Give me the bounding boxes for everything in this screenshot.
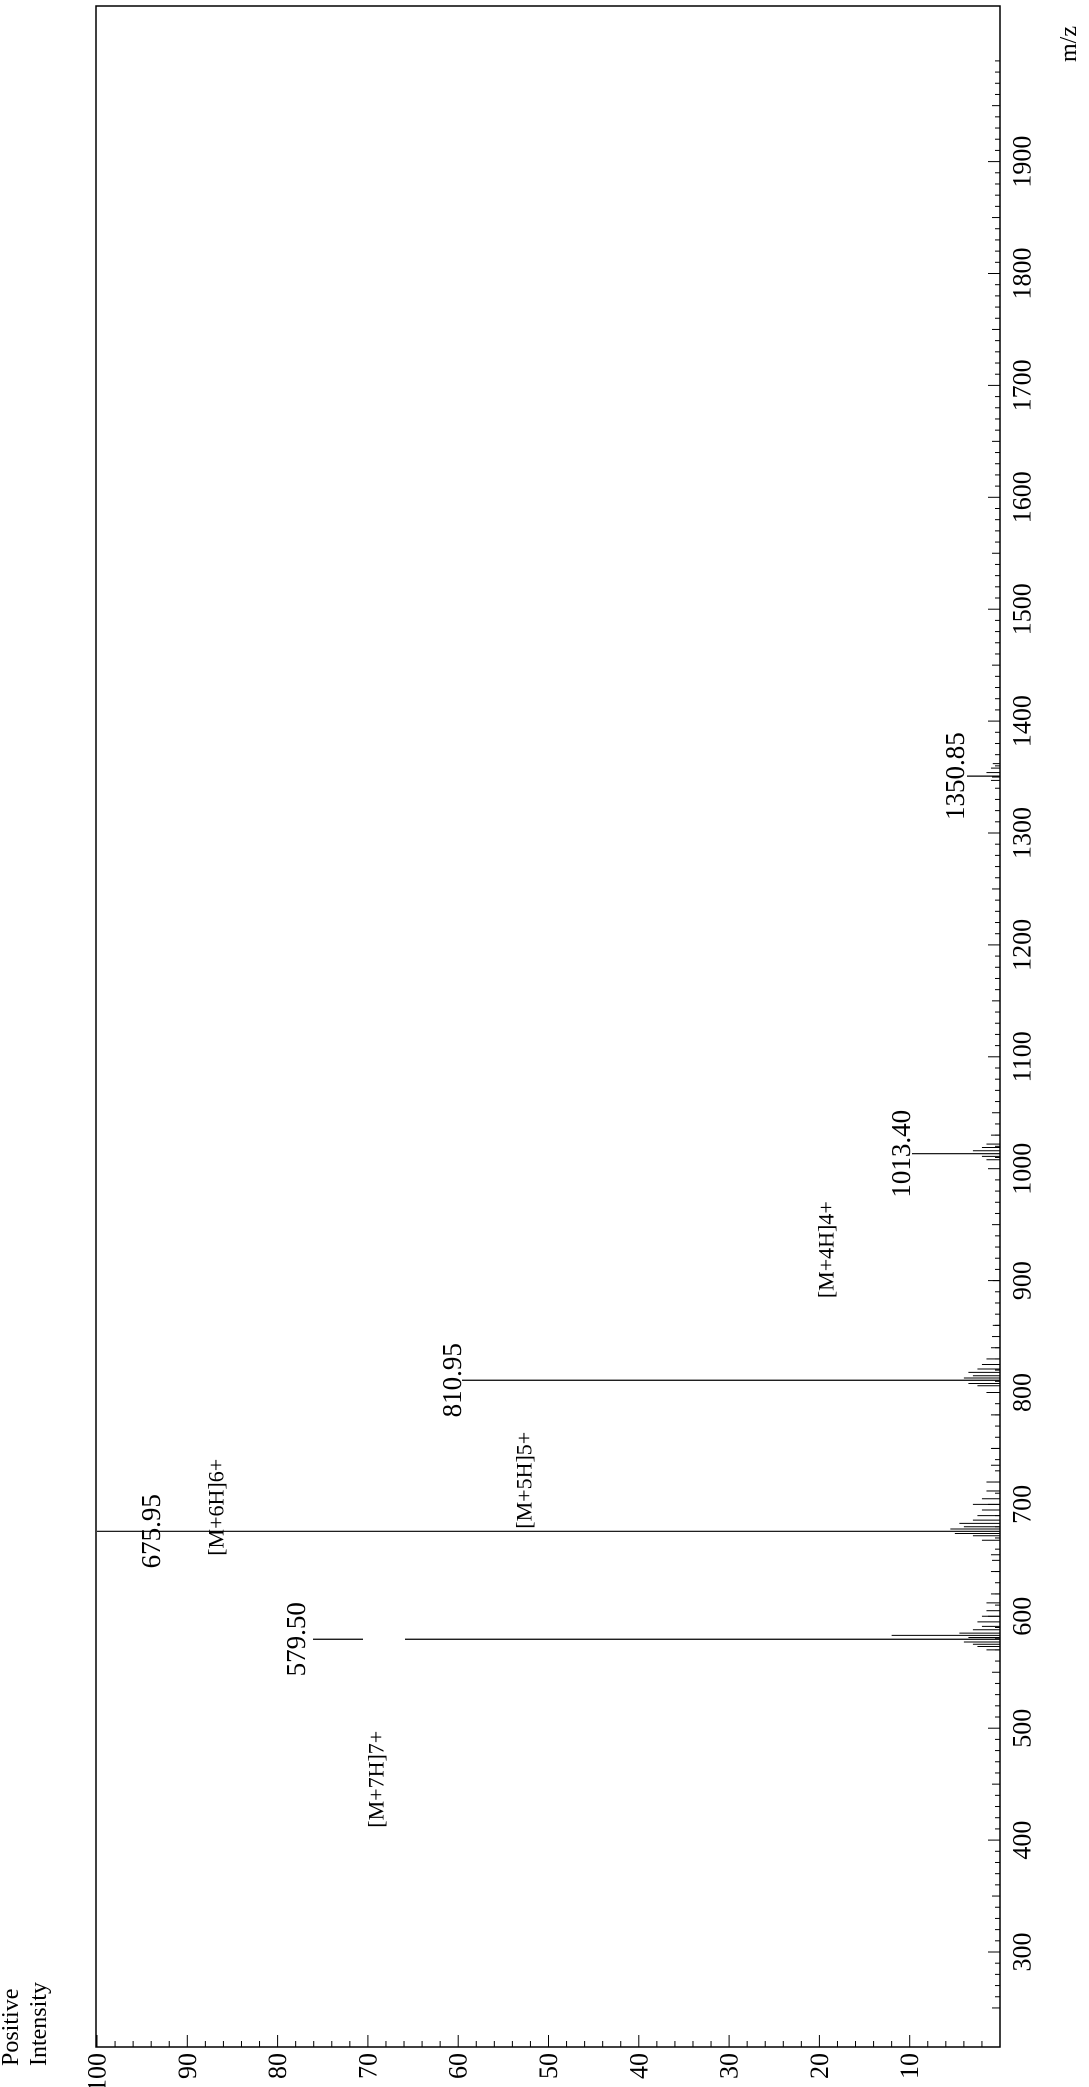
- y-axis-title: Positive Intensity: [0, 1982, 52, 2066]
- peak-value-label: 1350.85: [940, 732, 970, 820]
- x-tick-label: 300: [1007, 1933, 1036, 1972]
- peak-value-label: 1013.40: [886, 1110, 916, 1198]
- x-tick-label: 1000: [1007, 1143, 1036, 1195]
- x-tick-label: 1400: [1007, 695, 1036, 747]
- x-tick-label: 800: [1007, 1373, 1036, 1412]
- minor-peaks: [891, 763, 1000, 1651]
- y-tick-label: 50: [534, 2053, 563, 2079]
- y-tick-labels: 10 20 30 40 50 60 70 80 90 100: [83, 2053, 925, 2087]
- x-tick-label: 1900: [1007, 136, 1036, 188]
- peak-labels: 579.50 [M+7H]7+ 675.95 [M+6H]6+ 810.95 [M+5H]…: [136, 732, 970, 1827]
- peak-ion-label: [M+6H]6+: [204, 1459, 229, 1556]
- peak-ion-label: [M+4H]4+: [814, 1201, 839, 1298]
- y-tick-label: 60: [444, 2053, 473, 2079]
- y-tick-label: 30: [715, 2053, 744, 2079]
- peak-ion-label: [M+7H]7+: [364, 1731, 389, 1828]
- x-tick-label: 1200: [1007, 919, 1036, 971]
- x-tick-label: 1500: [1007, 583, 1036, 635]
- x-tick-label: 400: [1007, 1821, 1036, 1860]
- y-axis-title-line-2: Intensity: [26, 1982, 52, 2066]
- y-tick-label: 20: [805, 2053, 834, 2079]
- x-tick-label: 600: [1007, 1597, 1036, 1636]
- y-tick-label: 80: [263, 2053, 292, 2079]
- x-tick-label: 1100: [1007, 1031, 1036, 1082]
- peak-value-label: 579.50: [281, 1602, 311, 1676]
- x-tick-label: 700: [1007, 1485, 1036, 1524]
- peak-value-label: 810.95: [437, 1343, 467, 1417]
- x-tick-label: 500: [1007, 1709, 1036, 1748]
- x-tick-label: 1300: [1007, 807, 1036, 859]
- y-axis-title-line-1: Positive: [0, 1989, 24, 2066]
- peak-ion-label: [M+5H]5+: [512, 1432, 537, 1529]
- peak-value-label: 675.95: [136, 1494, 166, 1568]
- y-tick-label: 70: [353, 2053, 382, 2079]
- x-axis-title: m/z: [1056, 26, 1082, 62]
- x-tick-label: 1700: [1007, 359, 1036, 411]
- peaks: [97, 775, 1000, 1640]
- y-tick-label: 90: [173, 2053, 202, 2079]
- x-tick-label: 1600: [1007, 471, 1036, 523]
- y-tick-label: 100: [83, 2053, 112, 2087]
- x-tick-labels: 300 400 500 600 700 800 900 1000 1100 1200 1300 140…: [1007, 136, 1036, 1972]
- minor-ticks: [114, 60, 1000, 2047]
- major-ticks: [96, 161, 1001, 2047]
- y-tick-label: 10: [895, 2053, 924, 2079]
- x-tick-label: 900: [1007, 1261, 1036, 1300]
- y-tick-label: 40: [624, 2053, 653, 2079]
- x-tick-label: 1800: [1007, 248, 1036, 300]
- plot-frame: [95, 5, 1001, 2048]
